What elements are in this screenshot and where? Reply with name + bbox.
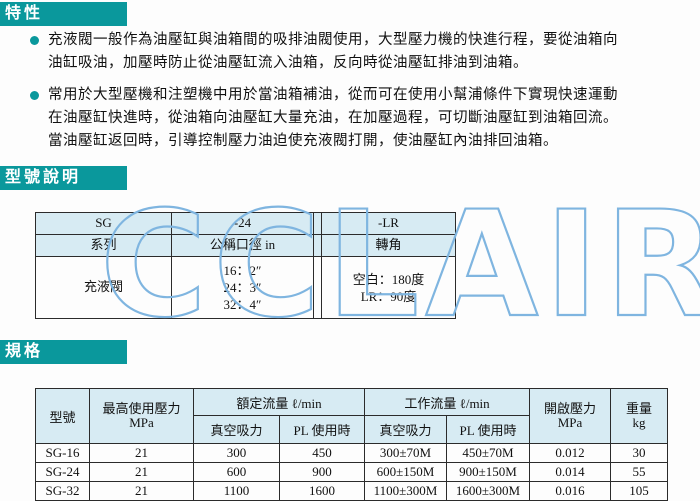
angle-options-cell: 空白：180度 LR：90度	[321, 256, 456, 319]
table-row: 系列 公稱口徑 in 轉角	[35, 234, 456, 257]
table-row: SG-24 21 600 900 600±150M 900±150M 0.014…	[35, 462, 669, 482]
value-cell: 0.016	[529, 481, 612, 501]
value-cell: 55	[610, 462, 669, 482]
bullet-line: 油缸吸油，加壓時防止從油壓缸流入油箱，反向時從油壓缸排油到油箱。	[48, 55, 528, 71]
col-header-max-pressure: 最高使用壓力 MPa	[89, 388, 194, 444]
bullet-dot-icon	[30, 36, 39, 45]
feature-list: 充液閥一般作為油壓缸與油箱間的吸排油閥使用，大型壓力機的快進行程，要從油箱向 油…	[30, 29, 695, 162]
value-cell: 600	[193, 462, 280, 482]
table-header-row: 型號 最高使用壓力 MPa 額定流量 ℓ/min 工作流量 ℓ/min 開啟壓力…	[35, 388, 669, 444]
spec-table: 型號 最高使用壓力 MPa 額定流量 ℓ/min 工作流量 ℓ/min 開啟壓力…	[35, 388, 669, 501]
model-label-cell: 轉角	[321, 234, 456, 257]
section-title-specs: 規格	[0, 340, 127, 364]
col-header-opening-pressure: 開啟壓力 MPa	[529, 388, 612, 444]
header-line: 重量	[626, 401, 653, 416]
model-label-cell: 公稱口徑 in	[171, 234, 314, 257]
value-cell: 300	[193, 443, 280, 463]
table-row: SG -24 -LR	[35, 212, 456, 235]
col-header-model: 型號	[35, 388, 90, 444]
bullet-line: 在油壓缸快進時，從油箱向油壓缸大量充油，在加壓過程，可切斷油壓缸到油箱回流。	[48, 110, 618, 126]
angle-option: 空白：180度	[352, 271, 425, 287]
value-cell: 0.014	[529, 462, 612, 482]
header-line: 開啟壓力	[544, 401, 597, 416]
subcol-header-pl: PL 使用時	[278, 415, 366, 444]
value-cell: 900	[278, 462, 366, 482]
value-cell: 1100±300M	[364, 481, 448, 501]
table-row: 充液閥 16：2″ 24：3″ 32：4″ 空白：180度 LR：90度	[35, 256, 456, 319]
series-name-cell: 充液閥	[35, 256, 172, 319]
bullet-line: 當油壓缸返回時，引導控制壓力油迫使充液閥打開，使油壓缸內油排回油箱。	[48, 133, 558, 149]
value-cell: 21	[89, 443, 194, 463]
bullet-line: 常用於大型壓機和注塑機中用於當油箱補油，從而可在使用小幫浦條件下實現快速運動	[48, 87, 618, 103]
section-title-features: 特性	[0, 2, 127, 26]
value-cell: 450	[278, 443, 366, 463]
value-cell: 300±70M	[364, 443, 448, 463]
bullet-text: 常用於大型壓機和注塑機中用於當油箱補油，從而可在使用小幫浦條件下實現快速運動 在…	[48, 84, 618, 153]
model-cell: SG-16	[35, 443, 90, 463]
model-label-cell: 系列	[35, 234, 172, 257]
model-code-cell: SG	[35, 212, 172, 235]
subcol-header-vacuum: 真空吸力	[193, 415, 280, 444]
model-code-cell: -24	[171, 212, 314, 235]
value-cell: 21	[89, 462, 194, 482]
feature-bullet: 常用於大型壓機和注塑機中用於當油箱補油，從而可在使用小幫浦條件下實現快速運動 在…	[30, 84, 695, 153]
bullet-line: 充液閥一般作為油壓缸與油箱間的吸排油閥使用，大型壓力機的快進行程，要從油箱向	[48, 32, 618, 48]
port-size-option: 24：3″	[223, 280, 262, 295]
model-cell: SG-24	[35, 462, 90, 482]
table-row: SG-16 21 300 450 300±70M 450±70M 0.012 3…	[35, 443, 669, 463]
port-size-option: 32：4″	[223, 297, 262, 312]
bullet-dot-icon	[30, 91, 39, 100]
feature-bullet: 充液閥一般作為油壓缸與油箱間的吸排油閥使用，大型壓力機的快進行程，要從油箱向 油…	[30, 29, 695, 75]
table-row: SG-32 21 1100 1600 1100±300M 1600±300M 0…	[35, 481, 669, 501]
table-subheader-row: 真空吸力 PL 使用時 真空吸力 PL 使用時	[36, 415, 668, 444]
port-size-option: 16：2″	[223, 263, 262, 278]
value-cell: 0.012	[529, 443, 612, 463]
subcol-header-vacuum: 真空吸力	[364, 415, 448, 444]
model-code-cell: -LR	[321, 212, 456, 235]
value-cell: 450±70M	[446, 443, 531, 463]
separator-cell	[313, 256, 322, 319]
col-header-weight: 重量 kg	[610, 388, 669, 444]
col-header-rated-flow: 額定流量 ℓ/min	[192, 388, 366, 416]
separator-cell	[313, 212, 322, 235]
header-line: 最高使用壓力	[102, 401, 181, 416]
model-cell: SG-32	[35, 481, 90, 501]
header-line: MPa	[557, 415, 583, 430]
model-code-table: SG -24 -LR 系列 公稱口徑 in 轉角 充液閥 16：2″ 24：3″…	[35, 212, 456, 319]
port-sizes-cell: 16：2″ 24：3″ 32：4″	[171, 256, 314, 319]
separator-cell	[313, 234, 322, 257]
angle-option: LR：90度	[360, 288, 417, 304]
value-cell: 900±150M	[446, 462, 531, 482]
value-cell: 600±150M	[364, 462, 448, 482]
subcol-header-pl: PL 使用時	[446, 415, 531, 444]
section-title-model-code: 型號說明	[0, 166, 127, 190]
header-line: kg	[632, 415, 646, 430]
col-header-working-flow: 工作流量 ℓ/min	[364, 388, 531, 416]
header-line: MPa	[129, 415, 154, 430]
bullet-text: 充液閥一般作為油壓缸與油箱間的吸排油閥使用，大型壓力機的快進行程，要從油箱向 油…	[48, 29, 618, 75]
value-cell: 30	[610, 443, 669, 463]
